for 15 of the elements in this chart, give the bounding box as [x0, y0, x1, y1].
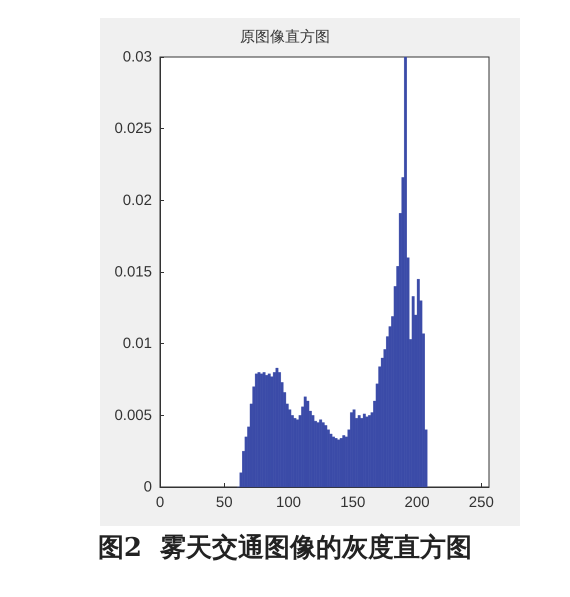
chart-title: 原图像直方图 [240, 28, 330, 46]
y-tick-label: 0.025 [114, 120, 152, 138]
x-tick-label: 200 [404, 494, 430, 511]
x-tick-label: 100 [276, 494, 302, 511]
y-tick-label: 0 [144, 478, 152, 496]
y-tick-label: 0.02 [122, 192, 152, 209]
y-tick-label: 0.005 [114, 406, 152, 424]
y-tick-label: 0.015 [114, 264, 152, 280]
y-tick-label: 0.01 [122, 335, 152, 352]
y-tick-label: 0.03 [122, 48, 152, 66]
caption: 图2 雾天交通图像的灰度直方图 [98, 533, 472, 563]
x-tick-label: 150 [340, 494, 366, 511]
x-tick-label: 250 [468, 494, 494, 511]
x-tick-label: 0 [156, 494, 164, 511]
x-tick-label: 50 [216, 494, 233, 511]
